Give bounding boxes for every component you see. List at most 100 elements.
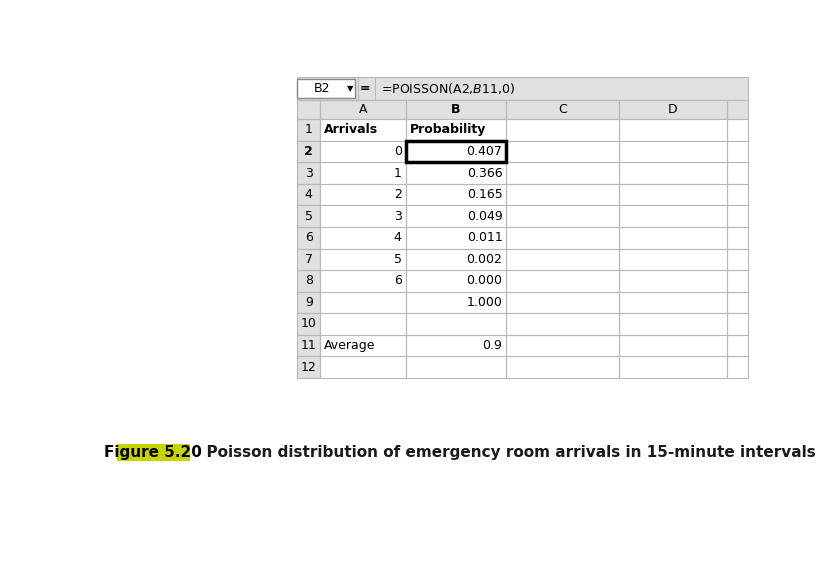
Bar — [506, 227, 618, 248]
Bar — [297, 119, 320, 141]
Bar — [320, 335, 405, 356]
Bar — [405, 313, 506, 335]
Bar — [297, 79, 355, 97]
Bar — [618, 227, 727, 248]
Bar — [727, 141, 748, 162]
Bar — [506, 270, 618, 292]
Bar — [618, 292, 727, 313]
Bar — [727, 248, 748, 270]
Bar — [727, 270, 748, 292]
Bar — [618, 141, 727, 162]
Text: 3: 3 — [305, 167, 313, 180]
Bar — [405, 270, 506, 292]
Text: 0.002: 0.002 — [466, 253, 503, 266]
Bar — [405, 184, 506, 205]
Bar — [618, 205, 727, 227]
Bar — [727, 100, 748, 119]
Bar — [297, 248, 320, 270]
Text: 1: 1 — [393, 167, 402, 180]
Bar — [506, 119, 618, 141]
Bar — [297, 270, 320, 292]
Bar — [297, 79, 355, 97]
Text: Average: Average — [324, 339, 376, 352]
Bar — [727, 162, 748, 184]
Bar — [320, 100, 405, 119]
Text: 2: 2 — [305, 145, 313, 158]
Bar — [297, 119, 320, 141]
Bar — [618, 356, 727, 378]
Text: Figure 5.20: Figure 5.20 — [104, 445, 202, 460]
Bar — [405, 100, 506, 119]
Bar — [297, 100, 320, 119]
Bar — [506, 162, 618, 184]
Bar — [320, 162, 405, 184]
Bar — [297, 141, 320, 162]
Bar — [297, 227, 320, 248]
Bar — [297, 227, 320, 248]
Bar — [618, 248, 727, 270]
Bar — [320, 270, 405, 292]
Bar — [727, 313, 748, 335]
Bar — [727, 227, 748, 248]
Text: D: D — [668, 103, 678, 116]
Bar — [297, 270, 320, 292]
Text: 10: 10 — [300, 318, 316, 330]
Bar — [405, 292, 506, 313]
Bar — [405, 119, 506, 141]
Bar — [405, 100, 506, 119]
Bar — [297, 162, 320, 184]
Bar — [618, 119, 727, 141]
Bar — [618, 356, 727, 378]
Text: 9: 9 — [305, 296, 313, 309]
Bar — [727, 335, 748, 356]
Bar — [320, 313, 405, 335]
Bar — [320, 184, 405, 205]
Bar — [405, 335, 506, 356]
Bar — [405, 162, 506, 184]
Bar — [506, 205, 618, 227]
Bar — [727, 162, 748, 184]
Text: 6: 6 — [305, 231, 313, 244]
Bar — [506, 184, 618, 205]
Bar — [320, 313, 405, 335]
Text: Arrivals: Arrivals — [324, 123, 378, 136]
Bar — [506, 248, 618, 270]
Bar — [320, 292, 405, 313]
Bar — [320, 248, 405, 270]
Bar — [117, 444, 190, 461]
Text: 4: 4 — [393, 231, 402, 244]
Bar — [320, 227, 405, 248]
Bar — [297, 77, 748, 100]
Bar — [320, 356, 405, 378]
Bar — [320, 205, 405, 227]
Bar — [320, 141, 405, 162]
Text: 0.000: 0.000 — [466, 274, 503, 287]
Bar — [618, 162, 727, 184]
Text: 0.165: 0.165 — [466, 188, 503, 201]
Bar — [405, 356, 506, 378]
Bar — [297, 335, 320, 356]
Bar — [506, 335, 618, 356]
Bar — [618, 205, 727, 227]
Bar — [506, 335, 618, 356]
Bar — [320, 356, 405, 378]
Bar — [506, 184, 618, 205]
Bar — [618, 227, 727, 248]
Bar — [618, 292, 727, 313]
Bar — [405, 248, 506, 270]
Bar — [727, 335, 748, 356]
Text: 8: 8 — [305, 274, 313, 287]
Bar — [506, 227, 618, 248]
Text: 2: 2 — [393, 188, 402, 201]
Bar — [320, 141, 405, 162]
Bar — [506, 141, 618, 162]
Bar — [297, 292, 320, 313]
Bar — [618, 313, 727, 335]
Bar — [506, 162, 618, 184]
Bar — [297, 248, 320, 270]
Bar — [727, 313, 748, 335]
Text: 0.011: 0.011 — [466, 231, 503, 244]
Bar — [727, 184, 748, 205]
Bar — [727, 227, 748, 248]
Bar — [405, 292, 506, 313]
